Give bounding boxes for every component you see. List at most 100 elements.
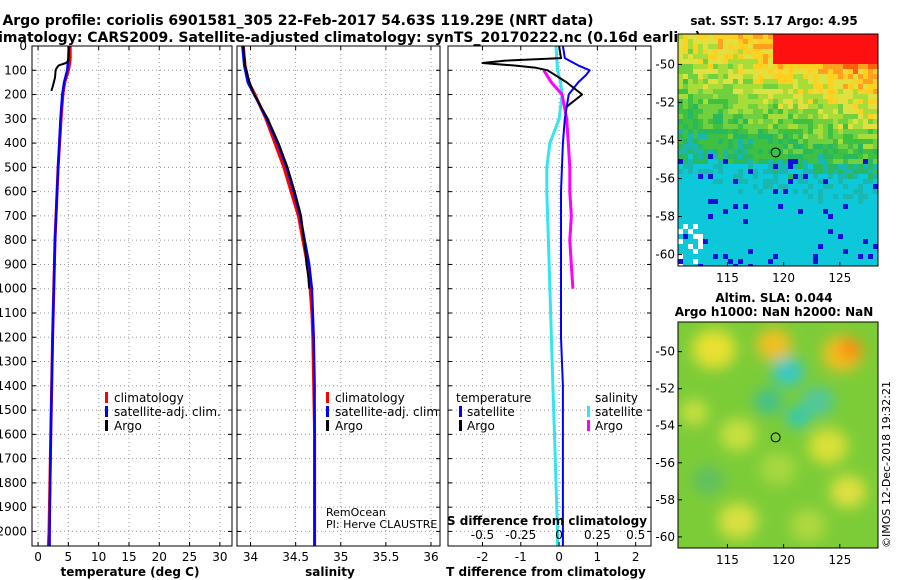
sst-cell [728, 249, 733, 254]
sst-cell [873, 259, 878, 264]
sst-cell [768, 144, 773, 149]
sst-cell [748, 139, 753, 144]
sst-cell [833, 209, 838, 214]
sst-cell [848, 179, 853, 184]
sst-cell [798, 164, 803, 169]
argo-line [50, 46, 70, 92]
sst-cell [728, 254, 733, 259]
sst-cell [773, 194, 778, 199]
sst-cell [838, 84, 843, 89]
sst-cell [768, 39, 773, 44]
sst-cell [718, 194, 723, 199]
sst-cell [718, 74, 723, 79]
sst-cell [843, 249, 848, 254]
sst-cell [688, 259, 693, 264]
sst-cell [868, 194, 873, 199]
sst-cell [743, 89, 748, 94]
sst-cell [828, 244, 833, 249]
sst-cell [743, 39, 748, 44]
sst-cell [688, 109, 693, 114]
sst-cell [718, 209, 723, 214]
sst-cell [818, 64, 823, 69]
sst-cell [768, 234, 773, 239]
sst-cell [828, 194, 833, 199]
sst-cell [738, 134, 743, 139]
sst-cell [828, 124, 833, 129]
sst-cell [768, 59, 773, 64]
sst-cell [833, 189, 838, 194]
sst-cell [698, 129, 703, 134]
sst-cell [823, 94, 828, 99]
sst-cell [763, 159, 768, 164]
sst-cell [808, 119, 813, 124]
sst-cell [733, 34, 738, 39]
sst-cell [688, 34, 693, 39]
sst-cell [683, 74, 688, 79]
sst-cell [778, 169, 783, 174]
sst-cell [838, 99, 843, 104]
sst-cell [783, 234, 788, 239]
difference-legend: temperature satellite Argo salinity sate… [456, 391, 643, 433]
sst-cell [753, 199, 758, 204]
sst-cell [693, 109, 698, 114]
sst-cell [858, 184, 863, 189]
sst-cell [693, 44, 698, 49]
sst-cell [758, 49, 763, 54]
sst-cell [828, 249, 833, 254]
sst-cell [863, 209, 868, 214]
sst-cell [868, 179, 873, 184]
sst-cell [698, 114, 703, 119]
sst-cell [693, 199, 698, 204]
sst-cell [678, 124, 683, 129]
sst-cell [803, 109, 808, 114]
sst-cell [693, 164, 698, 169]
sst-cell [823, 39, 828, 44]
sst-cell [688, 149, 693, 154]
sst-cell [728, 64, 733, 69]
sst-cell [798, 179, 803, 184]
sst-cell [828, 69, 833, 74]
legend-swatch-s-satellite [587, 406, 590, 417]
sst-cell [788, 109, 793, 114]
sst-cell [838, 204, 843, 209]
sst-cell [838, 64, 843, 69]
sst-cell [858, 44, 863, 49]
sst-cell [763, 144, 768, 149]
sst-cell [718, 154, 723, 159]
sla-blob [830, 475, 866, 508]
sst-cell [708, 34, 713, 39]
sst-cell [788, 134, 793, 139]
legend-swatch-s-argo [587, 420, 590, 431]
depth-tick-label: 1200 [0, 330, 27, 344]
sst-cell [763, 189, 768, 194]
sst-cell [693, 264, 698, 266]
sla-blob [760, 452, 796, 486]
sst-cell [803, 139, 808, 144]
sst-cell [828, 254, 833, 259]
sst-map: 115 120 125-50-52-54-56-58-60 [655, 33, 879, 285]
sst-cell [718, 104, 723, 109]
sst-cell [683, 64, 688, 69]
sst-cell [858, 34, 863, 39]
sst-cell [808, 39, 813, 44]
sst-cell [848, 214, 853, 219]
sst-cell [783, 259, 788, 264]
sst-cell [683, 214, 688, 219]
sst-cell [743, 174, 748, 179]
map-x-tick-label: 115 [716, 271, 739, 285]
sst-cell [748, 264, 753, 266]
sst-cell [718, 164, 723, 169]
sst-cell [738, 64, 743, 69]
sst-cell [733, 124, 738, 129]
sst-cell [863, 99, 868, 104]
sst-cell [683, 124, 688, 129]
sst-cell [763, 94, 768, 99]
sst-cell [753, 264, 758, 266]
sst-cell [708, 164, 713, 169]
sst-cell [713, 234, 718, 239]
sst-cell [788, 154, 793, 159]
sst-cell [708, 159, 713, 164]
sst-cell [833, 94, 838, 99]
sst-cell [848, 189, 853, 194]
sst-cell [683, 204, 688, 209]
